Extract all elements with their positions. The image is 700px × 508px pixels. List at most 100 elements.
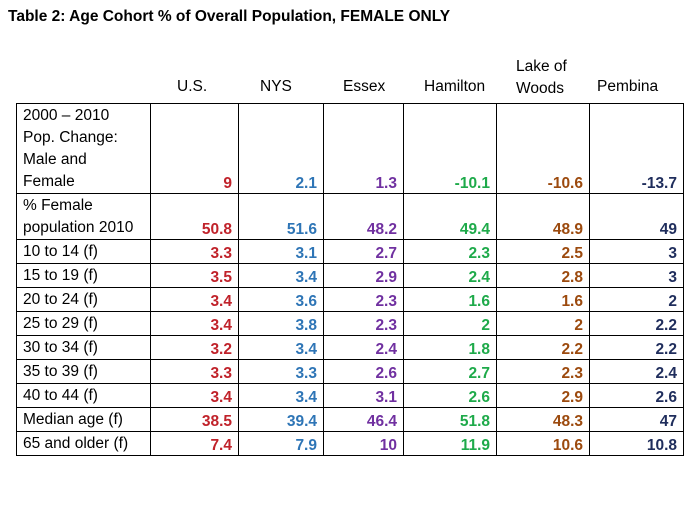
cell-essex: 10 <box>323 431 404 456</box>
cell-hamilton: 1.8 <box>403 335 497 360</box>
cell-nys: 3.4 <box>238 383 324 408</box>
row-label-line: Pop. Change: <box>23 129 118 146</box>
cell-us: 3.4 <box>150 287 239 312</box>
column-header-pembina: Pembina <box>597 78 659 95</box>
cell-hamilton: 2.7 <box>403 359 497 384</box>
cell-hamilton: 2.4 <box>403 263 497 288</box>
table-row: 40 to 44 (f) 3.4 3.4 3.1 2.6 2.9 2.6 <box>16 383 684 408</box>
row-label-line: % Female <box>23 197 93 214</box>
cell-nys: 3.4 <box>238 263 324 288</box>
cell-essex: 2.4 <box>323 335 404 360</box>
column-header-essex: Essex <box>343 78 386 95</box>
cell-pembina: 2 <box>589 287 684 312</box>
cell-pembina: 47 <box>589 407 684 432</box>
cell-lake-of-woods: 48.3 <box>496 407 590 432</box>
table-title: Table 2: Age Cohort % of Overall Populat… <box>8 8 451 25</box>
row-label-line: Female <box>23 173 75 190</box>
cell-essex: 2.3 <box>323 287 404 312</box>
cell-lake-of-woods: 48.9 <box>496 193 590 240</box>
cell-nys: 39.4 <box>238 407 324 432</box>
cell-lake-of-woods: -10.6 <box>496 103 590 194</box>
cell-pembina: -13.7 <box>589 103 684 194</box>
cell-essex: 48.2 <box>323 193 404 240</box>
table-row: 35 to 39 (f) 3.3 3.3 2.6 2.7 2.3 2.4 <box>16 359 684 384</box>
row-label-line: Median age (f) <box>23 411 123 428</box>
cell-hamilton: 1.6 <box>403 287 497 312</box>
data-table: 2000 – 2010 Pop. Change: Male and Female 9 2.… <box>16 103 684 456</box>
cell-us: 50.8 <box>150 193 239 240</box>
cell-hamilton: 2.6 <box>403 383 497 408</box>
row-label: 65 and older (f) <box>16 431 151 456</box>
column-header-lake-of-woods: Lake of Woods <box>516 56 608 100</box>
cell-us: 3.3 <box>150 239 239 264</box>
cell-hamilton: 2.3 <box>403 239 497 264</box>
cell-lake-of-woods: 2.8 <box>496 263 590 288</box>
cell-lake-of-woods: 2.2 <box>496 335 590 360</box>
cell-pembina: 2.6 <box>589 383 684 408</box>
cell-us: 7.4 <box>150 431 239 456</box>
cell-us: 3.3 <box>150 359 239 384</box>
cell-nys: 51.6 <box>238 193 324 240</box>
row-label-line: 10 to 14 (f) <box>23 243 98 260</box>
row-label-line: population 2010 <box>23 219 134 236</box>
row-label: 2000 – 2010 Pop. Change: Male and Female <box>16 103 151 194</box>
row-label: Median age (f) <box>16 407 151 432</box>
cell-lake-of-woods: 10.6 <box>496 431 590 456</box>
cell-hamilton: -10.1 <box>403 103 497 194</box>
cell-hamilton: 11.9 <box>403 431 497 456</box>
cell-us: 3.5 <box>150 263 239 288</box>
cell-lake-of-woods: 2.3 <box>496 359 590 384</box>
cell-lake-of-woods: 1.6 <box>496 287 590 312</box>
row-label-line: 20 to 24 (f) <box>23 291 98 308</box>
column-header-nys: NYS <box>260 78 292 95</box>
cell-pembina: 2.2 <box>589 335 684 360</box>
table-row: Median age (f) 38.5 39.4 46.4 51.8 48.3 47 <box>16 407 684 432</box>
table-row: 20 to 24 (f) 3.4 3.6 2.3 1.6 1.6 2 <box>16 287 684 312</box>
cell-essex: 2.3 <box>323 311 404 336</box>
cell-us: 3.4 <box>150 383 239 408</box>
row-label-line: 15 to 19 (f) <box>23 267 98 284</box>
cell-nys: 3.8 <box>238 311 324 336</box>
row-label-line: Male and <box>23 151 87 168</box>
cell-us: 3.4 <box>150 311 239 336</box>
cell-pembina: 2.4 <box>589 359 684 384</box>
table-row: 25 to 29 (f) 3.4 3.8 2.3 2 2 2.2 <box>16 311 684 336</box>
cell-nys: 3.1 <box>238 239 324 264</box>
row-label-line: 40 to 44 (f) <box>23 387 98 404</box>
cell-essex: 2.6 <box>323 359 404 384</box>
cell-pembina: 3 <box>589 239 684 264</box>
cell-essex: 2.9 <box>323 263 404 288</box>
row-label-line: 2000 – 2010 <box>23 107 110 124</box>
cell-nys: 2.1 <box>238 103 324 194</box>
cell-nys: 3.6 <box>238 287 324 312</box>
cell-nys: 3.4 <box>238 335 324 360</box>
table-row: 15 to 19 (f) 3.5 3.4 2.9 2.4 2.8 3 <box>16 263 684 288</box>
row-label: 35 to 39 (f) <box>16 359 151 384</box>
column-header-us: U.S. <box>177 78 208 95</box>
cell-hamilton: 49.4 <box>403 193 497 240</box>
cell-lake-of-woods: 2.5 <box>496 239 590 264</box>
table-row: % Female population 2010 50.8 51.6 48.2 49.4 4… <box>16 193 684 240</box>
cell-pembina: 3 <box>589 263 684 288</box>
row-label: % Female population 2010 <box>16 193 151 240</box>
row-label: 10 to 14 (f) <box>16 239 151 264</box>
table-row: 30 to 34 (f) 3.2 3.4 2.4 1.8 2.2 2.2 <box>16 335 684 360</box>
column-header-lake-line1: Lake of <box>516 58 567 75</box>
row-label: 20 to 24 (f) <box>16 287 151 312</box>
table-row: 65 and older (f) 7.4 7.9 10 11.9 10.6 10.8 <box>16 431 684 456</box>
table-row: 10 to 14 (f) 3.3 3.1 2.7 2.3 2.5 3 <box>16 239 684 264</box>
row-label-line: 65 and older (f) <box>23 435 129 452</box>
table-body: 2000 – 2010 Pop. Change: Male and Female 9 2.… <box>16 103 684 456</box>
cell-nys: 3.3 <box>238 359 324 384</box>
cell-hamilton: 2 <box>403 311 497 336</box>
cell-lake-of-woods: 2.9 <box>496 383 590 408</box>
row-label: 25 to 29 (f) <box>16 311 151 336</box>
cell-hamilton: 51.8 <box>403 407 497 432</box>
row-label-line: 30 to 34 (f) <box>23 339 98 356</box>
cell-essex: 46.4 <box>323 407 404 432</box>
cell-pembina: 49 <box>589 193 684 240</box>
row-label-line: 35 to 39 (f) <box>23 363 98 380</box>
cell-lake-of-woods: 2 <box>496 311 590 336</box>
row-label: 30 to 34 (f) <box>16 335 151 360</box>
cell-essex: 1.3 <box>323 103 404 194</box>
